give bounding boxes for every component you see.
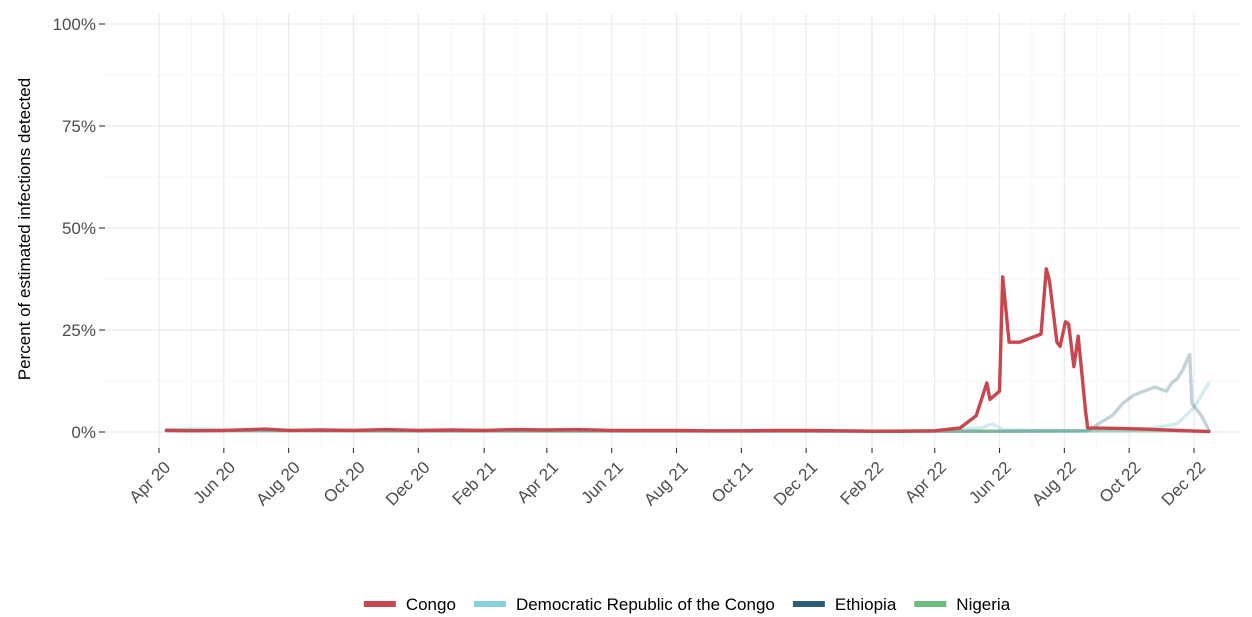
- x-tick-label: Jun 22: [965, 458, 1015, 508]
- x-tick-label: Jun 21: [577, 458, 627, 508]
- minor-gridlines: [105, 14, 1240, 448]
- x-tick-label: Apr 21: [513, 458, 562, 507]
- x-tick-label: Oct 22: [1096, 458, 1145, 507]
- legend-label-ethiopia: Ethiopia: [835, 595, 897, 614]
- series-line-congo: [164, 267, 1211, 434]
- series-line-democratic-republic-of-the-congo: [164, 381, 1211, 433]
- x-tick-label: Aug 22: [1028, 458, 1080, 510]
- x-tick-label: Oct 21: [708, 458, 757, 507]
- y-axis: 0% 25% 50% 75% 100%: [53, 15, 105, 442]
- y-tick-label: 50%: [62, 219, 96, 238]
- x-tick-label: Apr 20: [125, 458, 174, 507]
- legend-label-democratic-republic-of-the-congo: Democratic Republic of the Congo: [516, 595, 775, 614]
- x-tick-label: Oct 20: [320, 458, 369, 507]
- x-tick-label: Dec 20: [382, 458, 434, 510]
- y-axis-title: Percent of estimated infections detected: [15, 78, 34, 380]
- x-tick-label: Aug 20: [252, 458, 304, 510]
- y-tick-label: 75%: [62, 117, 96, 136]
- y-tick-label: 100%: [53, 15, 96, 34]
- y-tick-label: 0%: [71, 423, 96, 442]
- x-tick-label: Jun 20: [190, 458, 240, 508]
- x-tick-label: Aug 21: [640, 458, 692, 510]
- x-tick-label: Apr 22: [901, 458, 950, 507]
- legend-label-congo: Congo: [406, 595, 456, 614]
- series-lines: [164, 267, 1211, 434]
- series-line-ethiopia: [164, 352, 1211, 433]
- legend-label-nigeria: Nigeria: [956, 595, 1010, 614]
- legend: Congo Democratic Republic of the Congo Eth…: [363, 595, 1011, 614]
- x-axis: Apr 20 Jun 20 Aug 20 Oct 20 Dec 20 Feb 21 Apr …: [125, 448, 1209, 509]
- x-tick-label: Dec 21: [770, 458, 822, 510]
- x-tick-label: Feb 22: [836, 458, 887, 509]
- x-tick-label: Feb 21: [449, 458, 500, 509]
- major-gridlines: [105, 14, 1240, 448]
- y-tick-label: 25%: [62, 321, 96, 340]
- x-tick-label: Dec 22: [1158, 458, 1210, 510]
